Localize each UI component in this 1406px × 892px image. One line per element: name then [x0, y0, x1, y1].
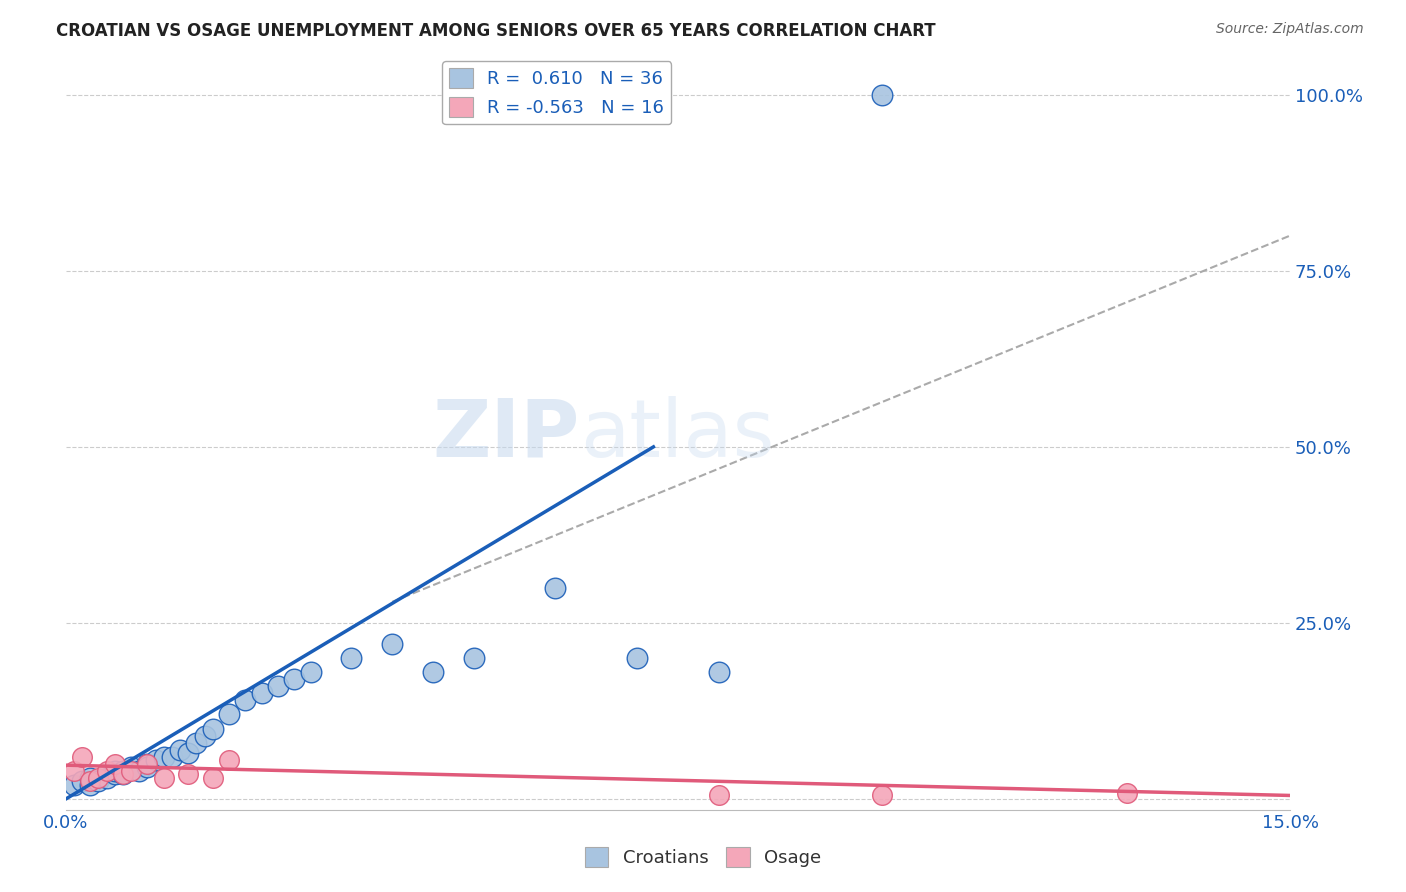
Point: [626, 651, 648, 665]
Point: [381, 637, 404, 651]
Point: [104, 767, 127, 781]
Point: [152, 749, 174, 764]
Legend: R =  0.610   N = 36, R = -0.563   N = 16: R = 0.610 N = 36, R = -0.563 N = 16: [441, 62, 671, 124]
Point: [201, 771, 224, 785]
Point: [104, 764, 127, 778]
Point: [70, 774, 93, 789]
Point: [177, 746, 200, 760]
Point: [111, 767, 134, 781]
Point: [870, 789, 893, 803]
Point: [136, 756, 159, 771]
Text: ZIP: ZIP: [433, 395, 581, 474]
Legend: Croatians, Osage: Croatians, Osage: [578, 839, 828, 874]
Point: [160, 749, 183, 764]
Point: [136, 760, 159, 774]
Point: [87, 774, 110, 789]
Point: [120, 760, 142, 774]
Point: [128, 764, 150, 778]
Point: [79, 771, 101, 785]
Point: [870, 87, 893, 102]
Point: [463, 651, 485, 665]
Point: [235, 693, 257, 707]
Point: [111, 764, 134, 778]
Point: [218, 707, 240, 722]
Point: [283, 673, 305, 687]
Point: [707, 665, 730, 680]
Point: [70, 749, 93, 764]
Point: [218, 753, 240, 767]
Point: [201, 722, 224, 736]
Point: [152, 771, 174, 785]
Point: [169, 742, 191, 756]
Point: [193, 729, 215, 743]
Point: [1115, 786, 1137, 800]
Point: [544, 581, 567, 595]
Point: [250, 686, 273, 700]
Text: Source: ZipAtlas.com: Source: ZipAtlas.com: [1216, 22, 1364, 37]
Point: [79, 774, 101, 789]
Point: [96, 771, 118, 785]
Point: [340, 651, 363, 665]
Point: [120, 764, 142, 778]
Point: [79, 778, 101, 792]
Point: [299, 665, 322, 680]
Point: [104, 756, 127, 771]
Point: [63, 778, 86, 792]
Point: [96, 764, 118, 778]
Point: [63, 764, 86, 778]
Point: [707, 789, 730, 803]
Point: [177, 767, 200, 781]
Point: [111, 767, 134, 781]
Point: [186, 736, 208, 750]
Point: [267, 679, 290, 693]
Point: [136, 756, 159, 771]
Text: CROATIAN VS OSAGE UNEMPLOYMENT AMONG SENIORS OVER 65 YEARS CORRELATION CHART: CROATIAN VS OSAGE UNEMPLOYMENT AMONG SEN…: [56, 22, 936, 40]
Text: atlas: atlas: [581, 395, 775, 474]
Point: [422, 665, 444, 680]
Point: [87, 771, 110, 785]
Point: [145, 753, 167, 767]
